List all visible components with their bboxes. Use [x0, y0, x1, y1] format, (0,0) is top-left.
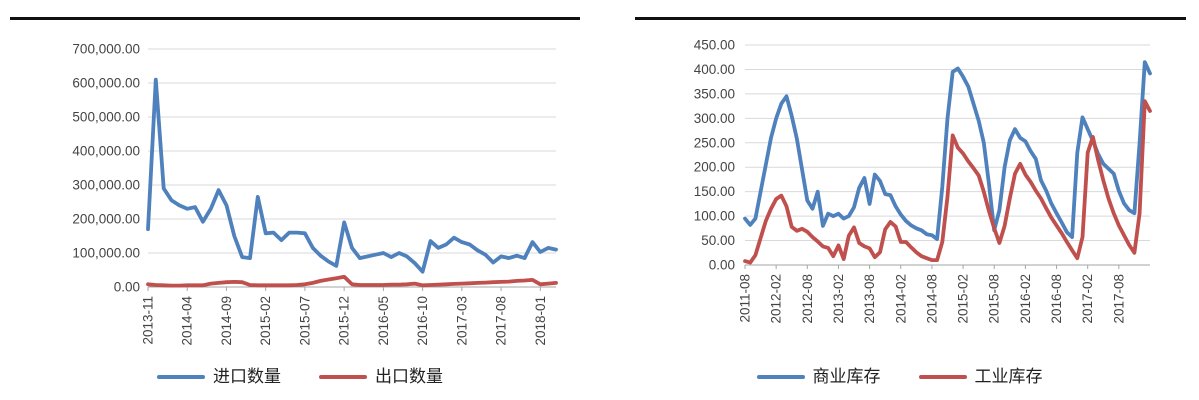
x-axis-label: 2017-03 — [454, 296, 469, 346]
y-axis-label: 0.00 — [114, 280, 140, 295]
y-axis-label: 250.00 — [694, 135, 735, 150]
import-export-plot: 700,000.00 600,000.00 500,000.00 400,000.00… — [72, 42, 558, 346]
x-axis-label: 2013-02 — [831, 274, 846, 324]
x-axis-label: 2016-10 — [415, 296, 430, 346]
inventory-plot: 450.00 400.00 350.00 300.00 250.00 200.00 150.… — [694, 38, 1152, 324]
y-axis-label: 150.00 — [694, 184, 735, 199]
legend-item: 出口数量 — [319, 368, 443, 385]
legend-label: 工业库存 — [974, 367, 1043, 386]
x-axis-label: 2015-07 — [297, 296, 312, 346]
y-axis-label: 600,000.00 — [72, 76, 140, 91]
series-line-工业库存 — [743, 99, 1152, 265]
x-axis-label: 2016-08 — [1049, 274, 1064, 324]
y-axis-label: 400,000.00 — [72, 144, 140, 159]
x-axis-label: 2013-08 — [862, 274, 877, 324]
legend-label: 商业库存 — [812, 367, 881, 386]
x-axis-label: 2015-12 — [337, 296, 352, 346]
legend-item: 商业库存 — [756, 367, 881, 386]
x-axis-label: 2014-09 — [219, 296, 234, 346]
x-axis-label: 2014-08 — [924, 274, 939, 324]
inventory-legend: 商业库存 工业库存 — [600, 368, 1199, 385]
y-axis-label: 300,000.00 — [72, 178, 140, 193]
x-axis-label: 2011-08 — [738, 274, 753, 323]
x-axis-label: 2016-02 — [1018, 274, 1033, 324]
legend-item: 工业库存 — [918, 367, 1043, 386]
series-line-商业库存 — [743, 60, 1152, 242]
legend-label: 进口数量 — [213, 367, 281, 386]
x-axis-label: 2017-08 — [1111, 274, 1126, 324]
top-rule-right — [635, 17, 1186, 20]
y-axis-label: 0.00 — [709, 258, 735, 273]
x-axis-label: 2012-02 — [769, 274, 784, 324]
legend-line-swatch — [918, 374, 967, 379]
x-axis-label: 2013-11 — [141, 296, 156, 345]
y-axis-label: 300.00 — [694, 111, 735, 126]
legend-line-swatch — [756, 374, 805, 379]
x-axis-label: 2017-08 — [494, 296, 509, 346]
top-rule-left — [10, 17, 580, 20]
x-axis-label: 2015-02 — [258, 296, 273, 346]
x-axis-label: 2017-02 — [1080, 274, 1095, 324]
y-axis-label: 350.00 — [694, 86, 735, 101]
x-axis-label: 2014-02 — [893, 274, 908, 324]
x-axis-label: 2012-08 — [800, 274, 815, 324]
legend-item: 进口数量 — [157, 368, 281, 385]
series-line-出口数量 — [146, 274, 558, 288]
import-export-legend: 进口数量 出口数量 — [0, 368, 600, 385]
x-axis-label: 2014-04 — [180, 296, 195, 346]
legend-line-swatch — [157, 374, 205, 379]
y-axis-label: 100,000.00 — [72, 246, 140, 261]
x-axis-label: 2018-01 — [533, 296, 548, 346]
y-axis-label: 450.00 — [694, 38, 735, 53]
y-axis-label: 700,000.00 — [72, 42, 140, 57]
import-export-chart: 700,000.00 600,000.00 500,000.00 400,000.00… — [0, 42, 600, 385]
y-axis-label: 400.00 — [694, 62, 735, 77]
x-axis-label: 2016-05 — [376, 296, 391, 346]
y-axis-label: 100.00 — [694, 209, 735, 224]
y-axis-label: 500,000.00 — [72, 110, 140, 125]
y-axis-label: 200.00 — [694, 160, 735, 175]
x-axis-label: 2015-08 — [987, 274, 1002, 324]
legend-label: 出口数量 — [375, 367, 443, 386]
legend-line-swatch — [319, 374, 367, 379]
x-axis-label: 2015-02 — [956, 274, 971, 324]
y-axis-label: 50.00 — [701, 233, 735, 248]
series-line-进口数量 — [146, 77, 558, 274]
inventory-chart: 450.00 400.00 350.00 300.00 250.00 200.00 150.… — [600, 0, 1199, 400]
y-axis-label: 200,000.00 — [72, 212, 140, 227]
